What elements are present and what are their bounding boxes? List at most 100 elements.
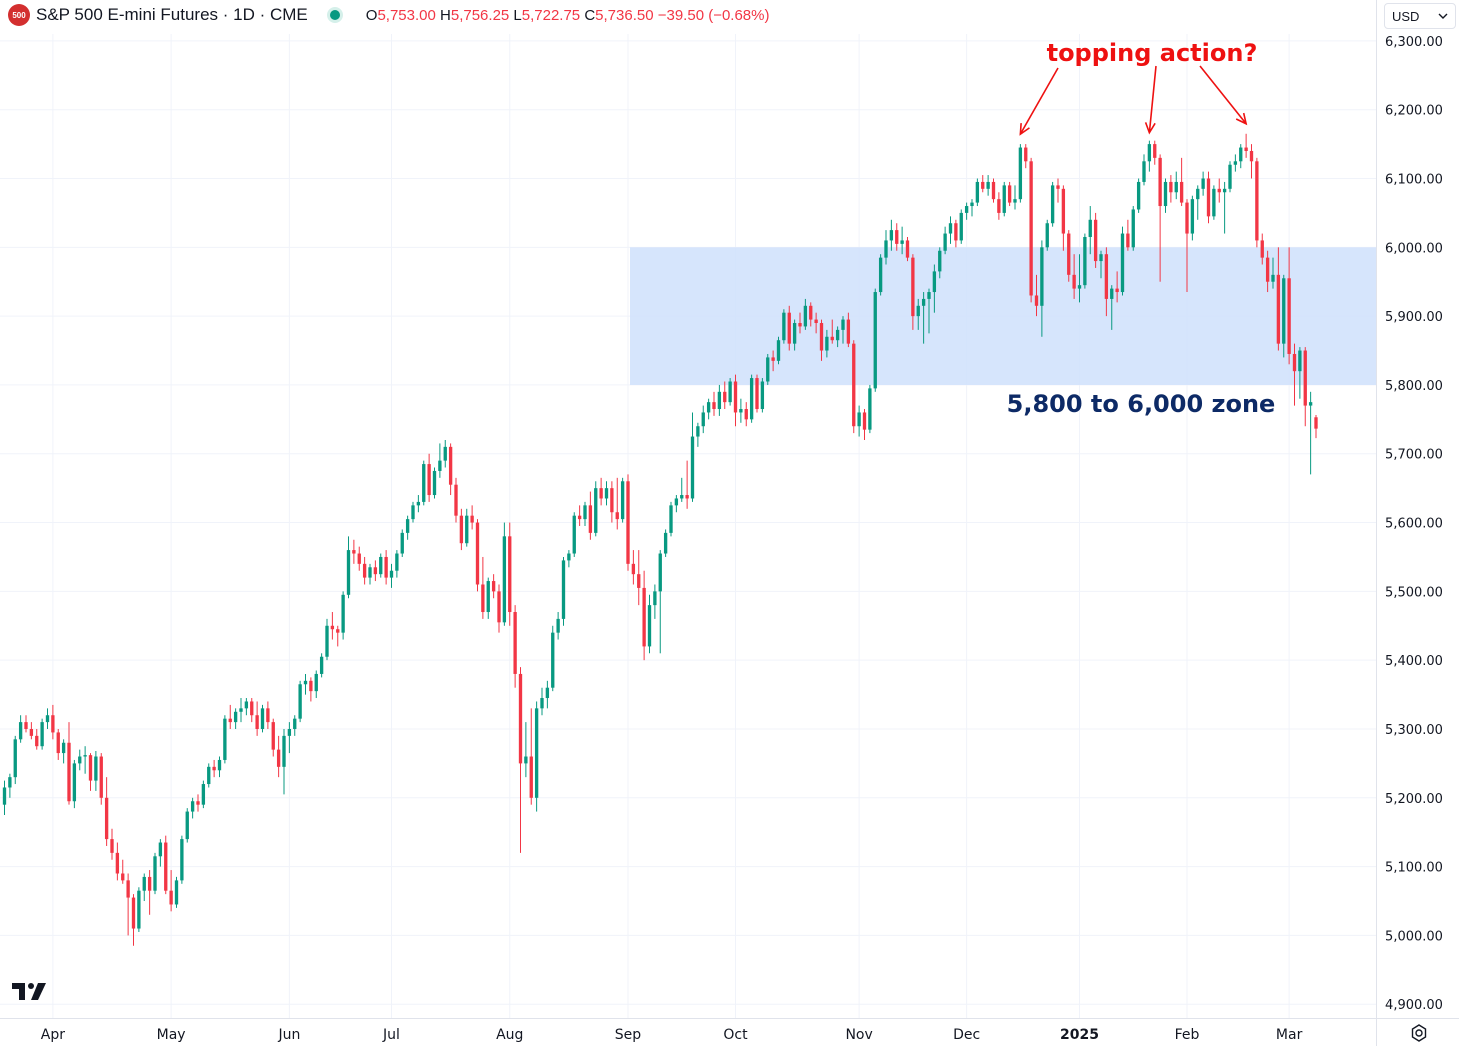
candle <box>438 443 442 478</box>
candle-body <box>755 378 759 410</box>
candle-body <box>94 756 98 781</box>
candle-body <box>1239 147 1243 162</box>
candle <box>868 384 872 434</box>
candle <box>56 728 60 760</box>
candle <box>422 460 426 506</box>
candle-body <box>1002 185 1006 213</box>
candle-body <box>368 567 372 578</box>
candle-body <box>862 412 867 430</box>
candle <box>1222 181 1227 234</box>
candle-body <box>1093 219 1098 262</box>
candle <box>459 508 464 551</box>
tradingview-logo-icon[interactable] <box>12 982 48 1002</box>
candle-body <box>701 412 705 427</box>
candle-body <box>1201 178 1205 189</box>
candle-body <box>981 181 985 189</box>
candle <box>577 505 582 526</box>
candle <box>1163 178 1168 213</box>
candle <box>29 722 34 740</box>
candle-body <box>491 581 496 592</box>
y-tick-label: 5,500.00 <box>1385 585 1443 600</box>
candle-body <box>1034 295 1039 306</box>
candle <box>497 584 501 633</box>
open-label: O <box>365 6 378 24</box>
x-tick-label: Apr <box>41 1027 65 1043</box>
candle <box>147 870 152 915</box>
candle <box>250 698 254 723</box>
candle-body <box>142 876 146 891</box>
candle <box>303 673 308 695</box>
candle <box>35 728 39 750</box>
candle <box>787 305 791 351</box>
y-tick-label: 6,200.00 <box>1385 104 1443 119</box>
candle <box>137 887 141 932</box>
candle <box>857 405 861 437</box>
candle-body <box>233 711 238 723</box>
candle-body <box>465 515 469 544</box>
symbol-title[interactable]: S&P 500 E-mini Futures · 1D · CME <box>36 5 308 24</box>
chart-header: 500 S&P 500 E-mini Futures · 1D · CME O5… <box>8 3 769 27</box>
candle-body <box>787 312 791 344</box>
candle-body <box>964 206 969 213</box>
candle-body <box>319 656 324 674</box>
candle-body <box>567 553 571 561</box>
candle-body <box>470 515 474 523</box>
settings-gear-icon[interactable] <box>1409 1023 1429 1043</box>
candle <box>1292 343 1297 406</box>
candle-body <box>583 505 587 520</box>
candle <box>1083 233 1087 289</box>
candle-body <box>508 536 512 613</box>
candle <box>1265 250 1270 293</box>
candle <box>669 501 673 537</box>
candle-body <box>411 505 415 520</box>
candle-body <box>1163 181 1168 207</box>
candle <box>110 828 114 860</box>
x-tick-label: May <box>157 1027 186 1043</box>
candle <box>255 701 259 736</box>
candle-body <box>723 391 727 403</box>
candle-body <box>255 715 259 729</box>
candle <box>1308 391 1313 475</box>
currency-select[interactable]: USD <box>1384 3 1456 29</box>
candle <box>448 443 453 496</box>
open-value: 5,753.00 <box>377 6 436 24</box>
candle-body <box>1314 417 1318 429</box>
candle-body <box>857 412 861 427</box>
annotation-arrow <box>1148 65 1157 133</box>
candle <box>260 704 265 733</box>
candle-body <box>954 223 958 241</box>
high-value: 5,756.25 <box>450 6 510 24</box>
candle-body <box>40 722 44 747</box>
candle-body <box>164 842 168 891</box>
candle-body <box>448 446 453 485</box>
candle <box>717 384 722 416</box>
candle <box>223 715 227 764</box>
candle <box>567 550 571 568</box>
candle-body <box>1212 188 1216 217</box>
candle-body <box>158 842 163 857</box>
zone-label: 5,800 to 6,000 zone <box>1007 390 1276 418</box>
candle <box>502 522 507 626</box>
candle-body <box>610 488 614 513</box>
candle-body <box>314 673 318 692</box>
x-tick-label: Nov <box>845 1027 872 1043</box>
candle-body <box>642 587 646 647</box>
candle <box>905 236 910 262</box>
candle-body <box>99 756 103 798</box>
candle <box>2 780 7 816</box>
candle <box>1007 181 1012 207</box>
candle <box>233 708 238 729</box>
candle <box>1303 347 1307 427</box>
candle-body <box>201 784 206 805</box>
close-value: 5,736.50 <box>595 6 654 24</box>
candle-body <box>760 381 765 410</box>
candle <box>164 835 168 895</box>
low-value: 5,722.75 <box>521 6 581 24</box>
market-status-dot-icon <box>329 10 340 20</box>
symbol-badge[interactable]: 500 <box>8 4 30 26</box>
candle <box>379 553 383 578</box>
candle-body <box>72 763 77 802</box>
candle <box>594 481 598 537</box>
candle <box>556 612 560 640</box>
